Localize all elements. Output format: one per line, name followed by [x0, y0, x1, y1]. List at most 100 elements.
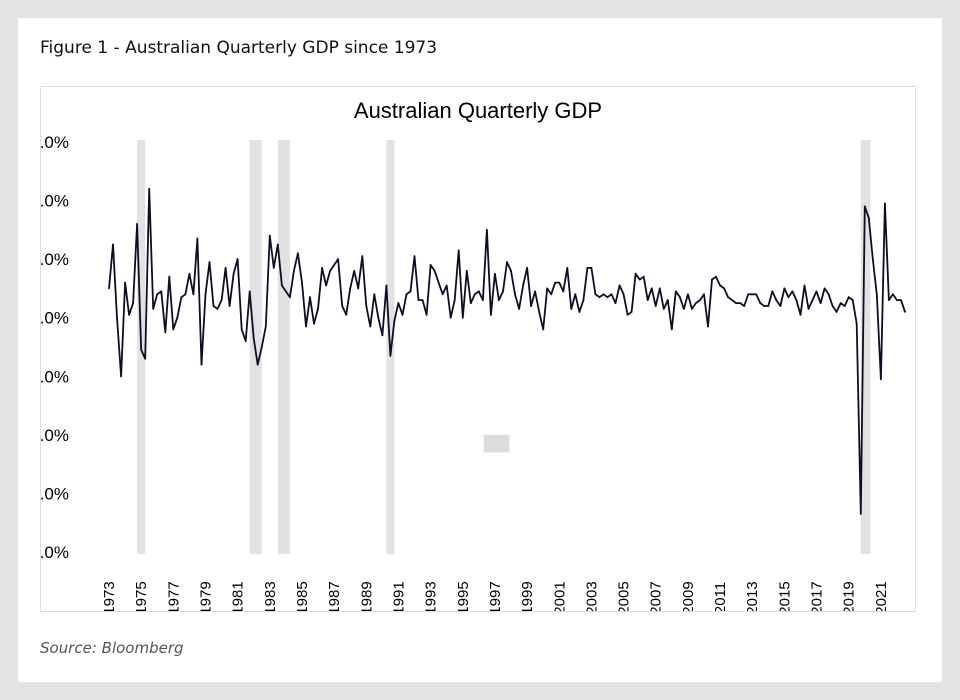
data-point	[260, 346, 263, 348]
x-tick-label: 1999	[519, 581, 536, 611]
data-point	[719, 284, 721, 287]
data-point	[723, 287, 725, 290]
data-point	[345, 313, 348, 316]
x-tick-label: 1983	[262, 581, 279, 611]
x-tick-label: 1987	[326, 581, 343, 611]
data-point	[365, 305, 368, 307]
data-point	[252, 337, 255, 340]
data-point	[192, 293, 195, 296]
data-point	[510, 270, 512, 272]
data-point	[650, 287, 653, 290]
recession-band-5	[860, 140, 871, 554]
data-point	[518, 308, 520, 310]
data-point	[301, 281, 303, 284]
data-point	[654, 305, 657, 307]
series-line-1	[108, 188, 906, 515]
data-point	[851, 299, 854, 301]
x-tick-label: 2007	[648, 581, 665, 611]
data-point	[494, 272, 496, 275]
x-tick-label: 2005	[616, 581, 633, 611]
data-point	[498, 299, 500, 301]
data-point	[775, 299, 778, 301]
figure-card: Figure 1 - Australian Quarterly GDP sinc…	[18, 18, 942, 682]
data-point	[240, 328, 243, 331]
data-point	[787, 296, 790, 299]
data-point	[204, 293, 207, 296]
chart-title: Australian Quarterly GDP	[354, 98, 602, 123]
data-point	[152, 308, 155, 310]
data-point	[779, 305, 782, 307]
data-point	[550, 293, 553, 296]
data-point	[132, 302, 134, 304]
x-tick-label: 2021	[873, 581, 890, 611]
data-point	[272, 267, 275, 269]
data-point	[297, 252, 299, 255]
data-point	[763, 305, 766, 307]
y-tick-label: 2.0%	[41, 250, 69, 269]
data-point	[264, 325, 267, 328]
data-point	[847, 296, 850, 299]
data-point	[892, 293, 894, 296]
y-tick-label: 6.0%	[41, 133, 69, 152]
data-point	[140, 349, 143, 351]
x-tick-label: 1981	[230, 581, 247, 611]
data-point	[715, 275, 717, 278]
data-point	[831, 305, 834, 307]
data-point	[807, 308, 810, 310]
data-point	[880, 378, 882, 381]
data-point	[606, 296, 609, 299]
data-point	[819, 302, 822, 304]
data-point	[791, 290, 794, 293]
annotation-layer	[483, 434, 510, 453]
data-point	[875, 293, 878, 296]
data-point	[397, 302, 400, 304]
data-point	[176, 316, 179, 319]
data-point	[413, 255, 416, 258]
annotation-box	[483, 434, 510, 453]
data-point	[244, 340, 247, 342]
data-point	[900, 299, 902, 301]
data-point	[401, 313, 404, 316]
data-point	[168, 275, 171, 278]
data-point	[602, 293, 605, 296]
data-point	[180, 296, 183, 299]
data-point	[172, 328, 175, 331]
data-point	[843, 305, 846, 307]
data-point	[795, 299, 798, 301]
series-layer	[108, 188, 906, 515]
x-tick-label: 1985	[294, 581, 311, 611]
data-point	[389, 354, 392, 357]
data-point	[514, 293, 516, 296]
data-point	[385, 284, 388, 287]
data-point	[703, 293, 705, 296]
data-point	[108, 287, 110, 290]
data-point	[341, 305, 344, 307]
data-point	[490, 313, 492, 316]
data-point	[570, 308, 573, 310]
data-point	[827, 293, 830, 296]
data-point	[276, 243, 279, 246]
data-point	[128, 313, 130, 316]
x-tick-label: 1973	[101, 581, 118, 611]
data-point	[160, 290, 163, 293]
data-point	[268, 234, 271, 237]
data-point	[799, 313, 802, 316]
data-point	[590, 267, 593, 269]
data-point	[695, 302, 697, 304]
chart-frame: Australian Quarterly GDP 6.0% 4.0% 2.0% 0.0…	[25, 86, 916, 615]
source-note: Source: Bloomberg	[40, 639, 184, 657]
data-point	[441, 293, 444, 296]
y-tick-label: 4.0%	[41, 192, 69, 211]
data-point	[614, 302, 617, 304]
data-point	[486, 229, 488, 231]
data-point	[433, 270, 436, 272]
data-point	[305, 325, 307, 328]
data-point	[582, 299, 585, 301]
recession-band-3	[277, 140, 290, 554]
data-point	[212, 305, 215, 307]
data-point	[526, 267, 528, 269]
figure-caption: Figure 1 - Australian Quarterly GDP sinc…	[40, 38, 438, 58]
data-point	[743, 305, 746, 307]
data-point	[574, 293, 577, 296]
y-tick-label: -8.0%	[41, 543, 69, 562]
